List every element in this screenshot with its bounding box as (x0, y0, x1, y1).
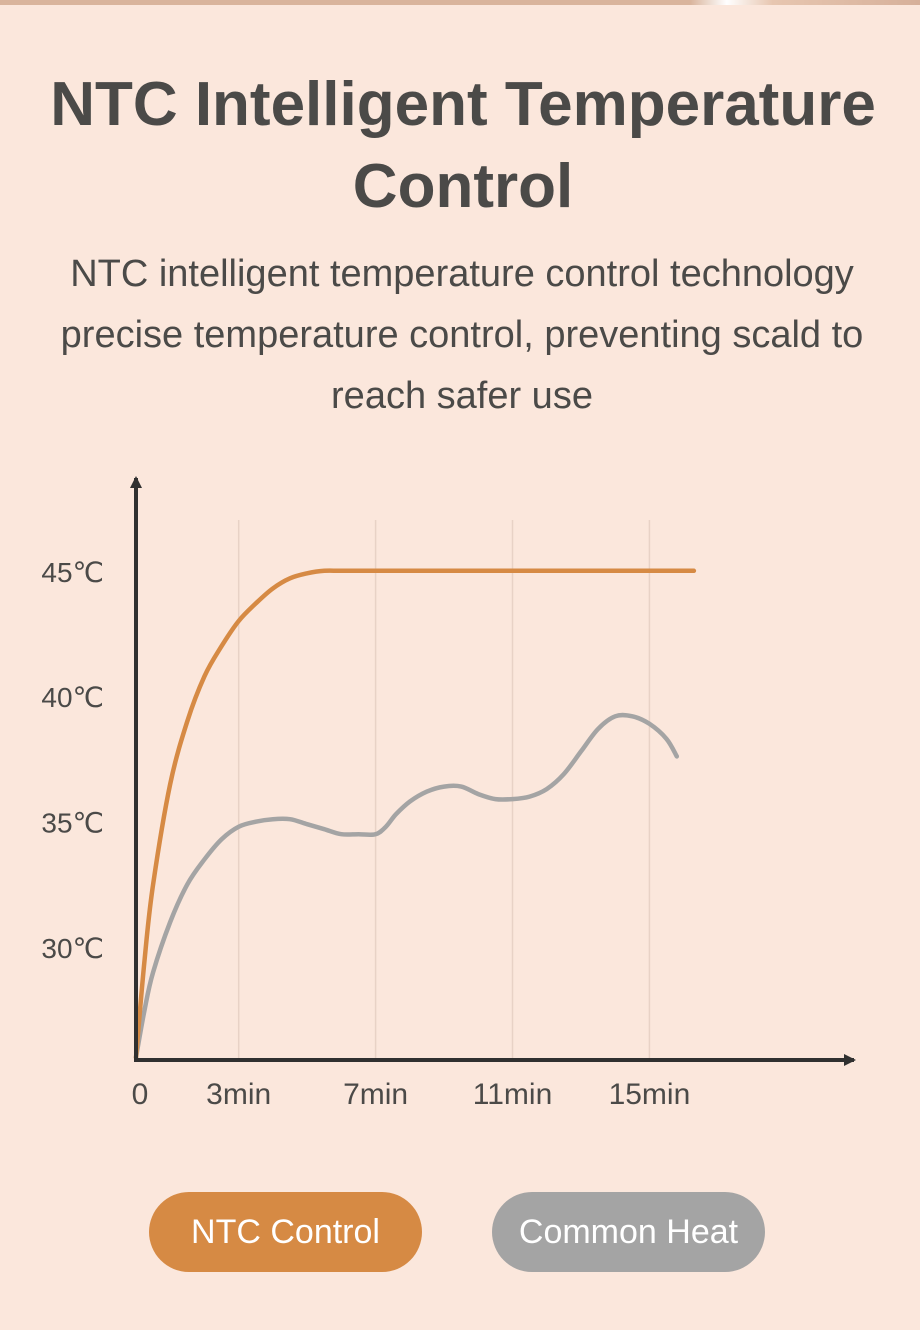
temperature-chart: 30℃ 35℃ 40℃ 45℃ 0 3min 7min 11min 15min (41, 476, 856, 1111)
y-tick-label: 30℃ (41, 933, 104, 964)
x-tick-label: 3min (206, 1078, 271, 1111)
y-tick-label: 40℃ (41, 682, 104, 713)
x-tick-label: 7min (343, 1078, 408, 1111)
y-tick-label: 35℃ (41, 808, 104, 839)
y-tick-label: 45℃ (41, 557, 104, 588)
series-ntc-control-line (133, 568, 697, 1060)
series-common-heat-line (133, 712, 680, 1060)
legend-ntc-control: NTC Control (149, 1192, 422, 1272)
x-tick-label: 0 (132, 1078, 149, 1111)
legend-common-heat: Common Heat (492, 1192, 765, 1272)
top-strip (0, 0, 920, 5)
page-title: NTC Intelligent Temperature Control (50, 70, 876, 221)
x-tick-label: 15min (609, 1078, 691, 1111)
x-tick-label: 11min (473, 1078, 552, 1111)
page-subtitle: NTC intelligent temperature control tech… (60, 253, 864, 417)
